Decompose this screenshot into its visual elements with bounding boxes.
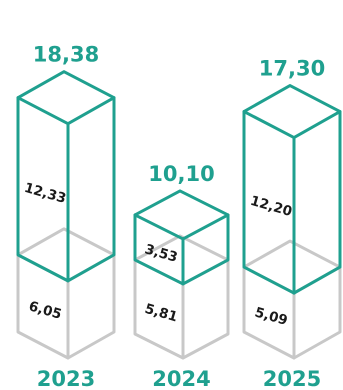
upper-box xyxy=(242,84,342,295)
year-label: 2023 xyxy=(37,367,95,390)
year-label: 2025 xyxy=(263,367,321,390)
lower-box xyxy=(242,239,342,360)
upper-segment-label: 3,53 xyxy=(143,241,179,266)
lower-segment-label: 5,09 xyxy=(253,304,289,329)
total-label: 18,38 xyxy=(33,43,99,67)
upper-box xyxy=(16,70,116,283)
year-label: 2024 xyxy=(152,367,210,390)
total-label: 17,30 xyxy=(259,57,325,81)
upper-segment-label: 12,33 xyxy=(22,180,67,207)
lower-segment-label: 6,05 xyxy=(27,298,63,323)
upper-segment-label: 12,20 xyxy=(248,193,293,220)
lower-segment-label: 5,81 xyxy=(143,301,179,326)
total-label: 10,10 xyxy=(148,162,214,186)
lower-box xyxy=(16,227,116,360)
upper-box xyxy=(133,189,230,286)
boxes-layer xyxy=(16,70,342,360)
